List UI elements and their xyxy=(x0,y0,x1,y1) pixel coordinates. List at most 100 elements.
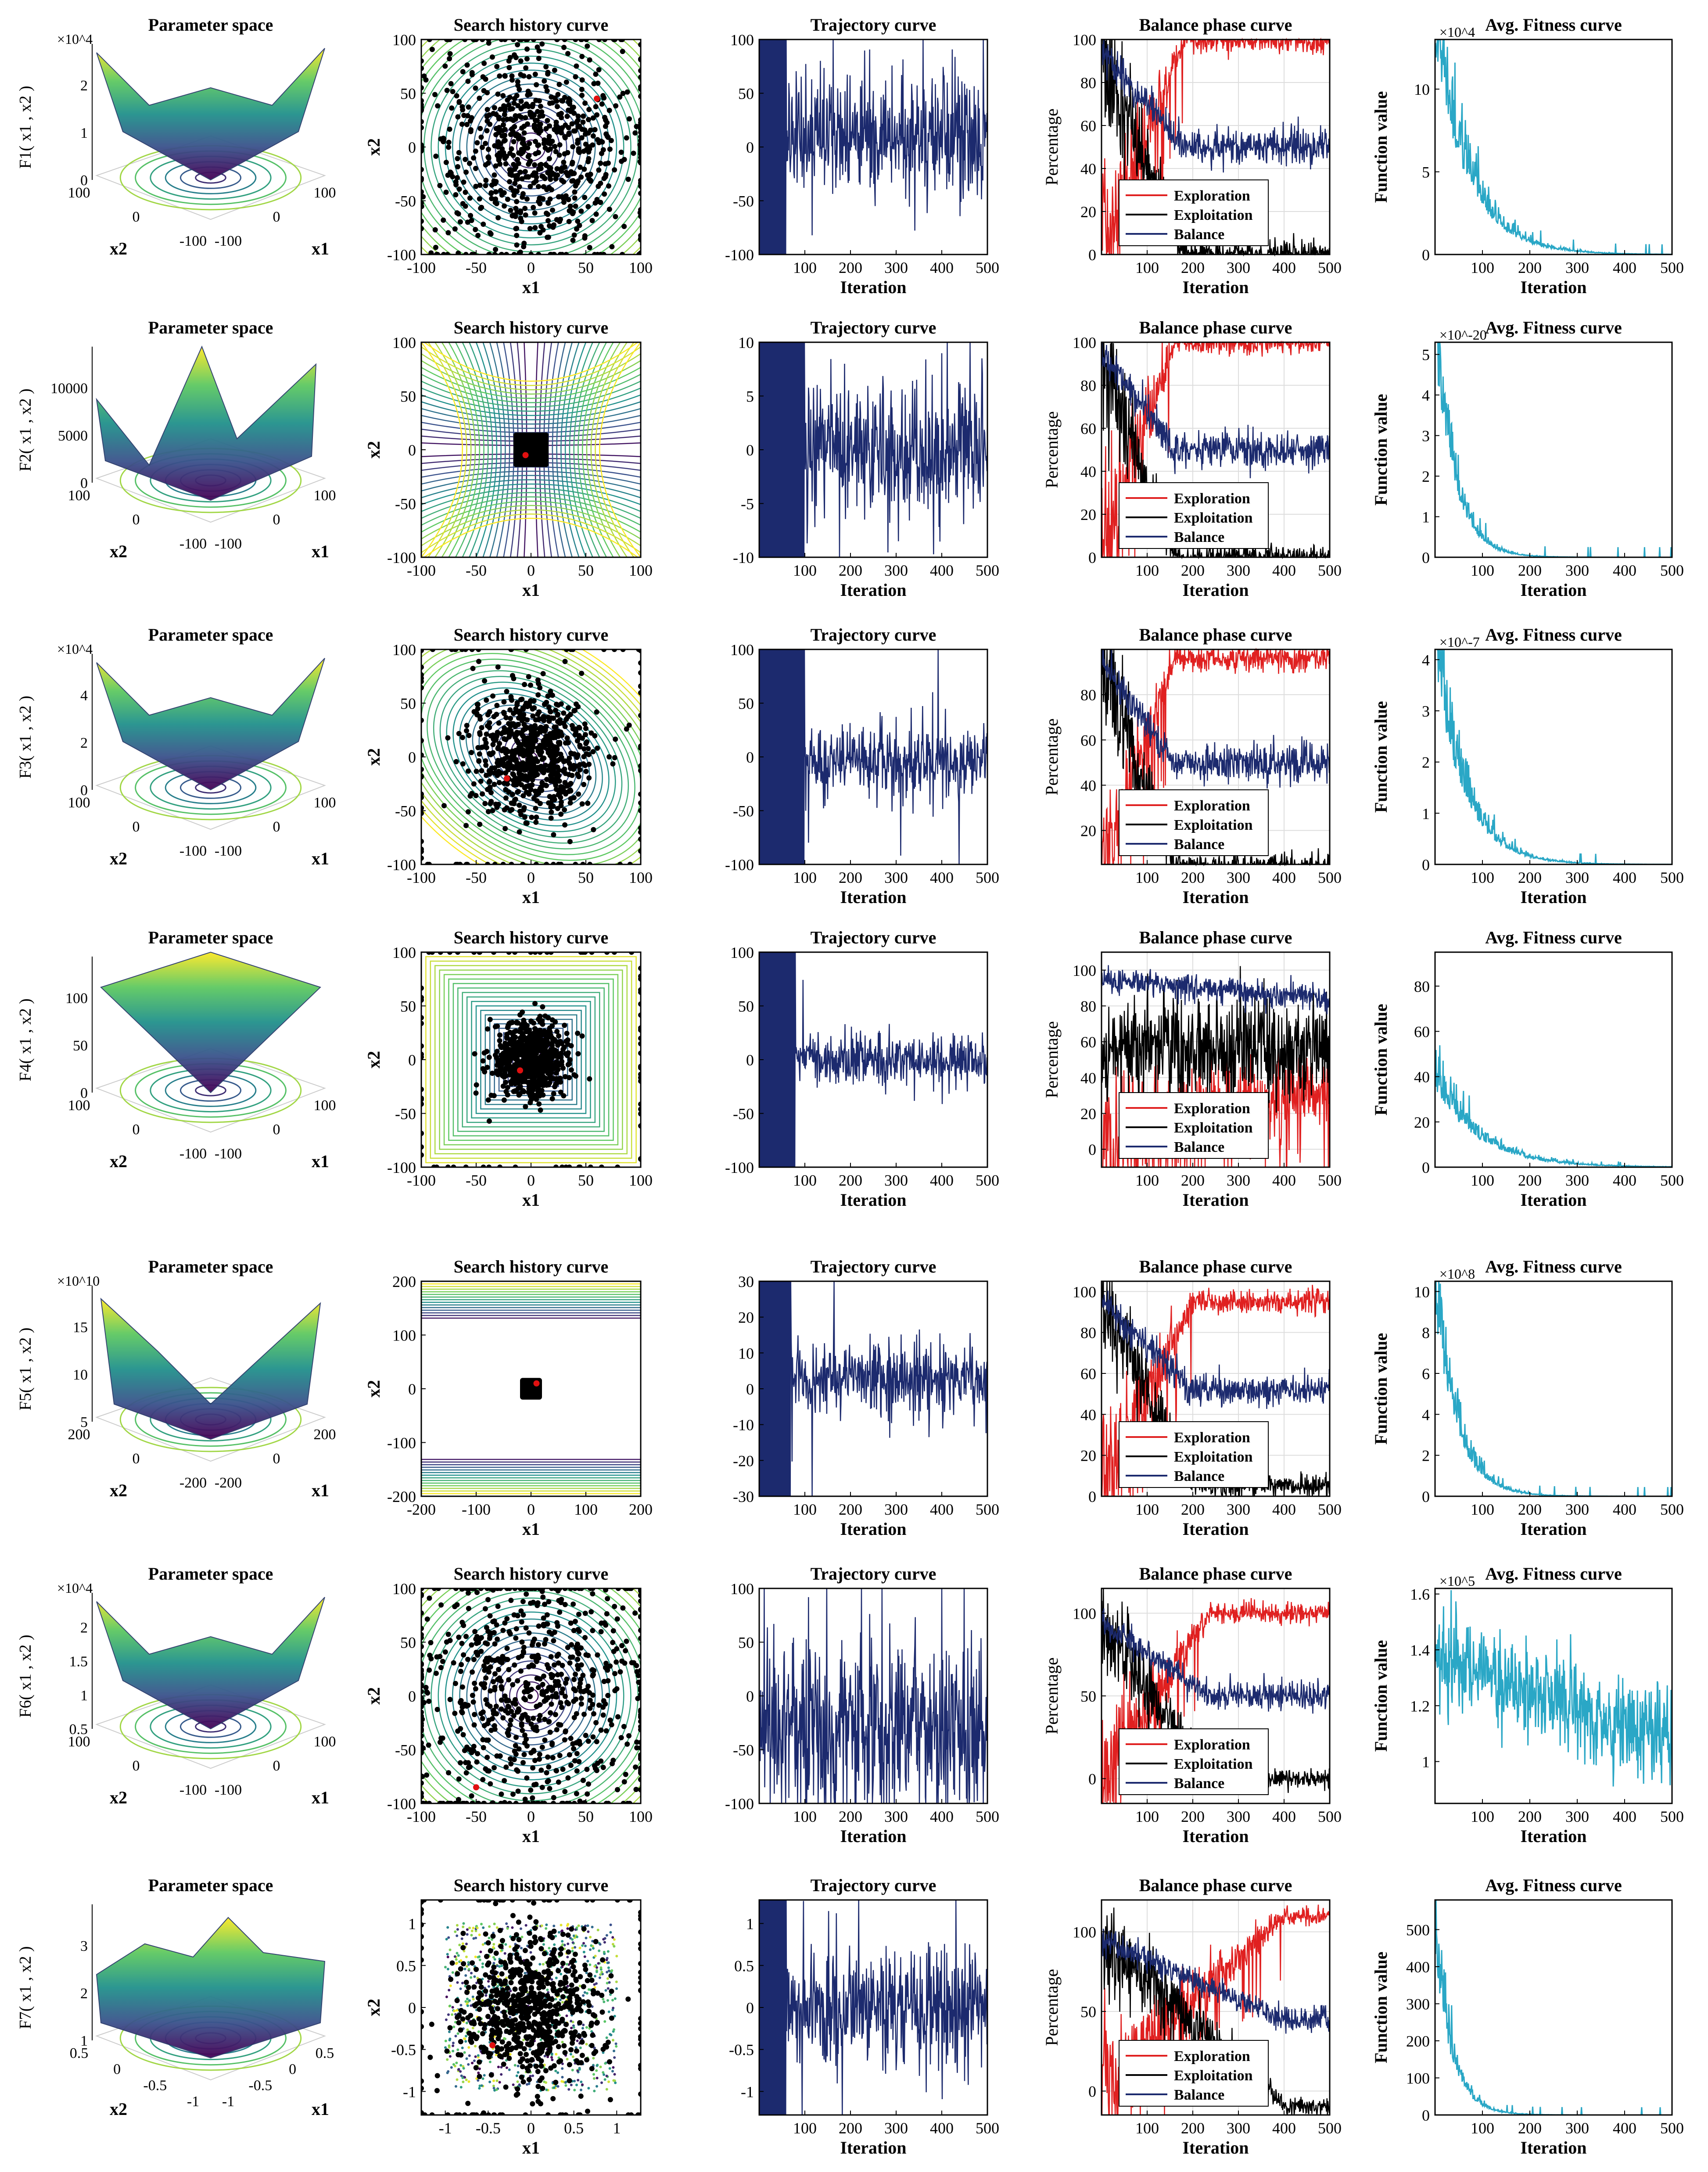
contour-noise xyxy=(612,2066,615,2069)
search-point xyxy=(461,112,467,118)
search-point xyxy=(473,183,479,189)
search-point xyxy=(574,119,579,125)
search-point xyxy=(508,208,513,213)
balance-series xyxy=(1101,342,1330,478)
search-point xyxy=(538,161,544,167)
contour-noise xyxy=(584,1944,587,1947)
search-point xyxy=(545,1053,551,1058)
search-point xyxy=(624,1638,629,1644)
x-tick-label: 0 xyxy=(527,1808,535,1825)
search-point xyxy=(559,115,564,121)
search-point xyxy=(426,1699,432,1704)
contour-noise xyxy=(554,1935,557,1938)
search-point xyxy=(590,115,596,121)
search-point xyxy=(556,1660,561,1666)
search-point xyxy=(531,204,536,210)
search-point xyxy=(492,1687,498,1693)
search-point xyxy=(545,234,550,240)
surface-mesh xyxy=(96,658,325,791)
search-point xyxy=(554,1620,560,1626)
contour-noise xyxy=(603,2073,606,2076)
search-point xyxy=(592,1763,597,1769)
search-point xyxy=(598,161,603,166)
x-axis-label: Iteration xyxy=(1182,1519,1249,1539)
search-point xyxy=(596,1702,602,1708)
balance-series xyxy=(1101,1608,1331,1714)
y-tick-label: -10 xyxy=(733,549,754,566)
y-axis-label: Percentage xyxy=(1042,108,1062,185)
x-tick-label: 100 xyxy=(1135,869,1159,886)
search-point xyxy=(503,737,509,742)
contour-noise xyxy=(572,2026,575,2029)
contour-noise xyxy=(456,2032,459,2035)
search-point xyxy=(506,1698,511,1703)
y-tick-label: 0 xyxy=(746,1051,754,1069)
search-point xyxy=(538,763,544,769)
floor-y-label: x2 xyxy=(110,849,127,868)
x-tick-label: 400 xyxy=(1272,562,1296,579)
search-point xyxy=(495,664,501,670)
search-point xyxy=(509,731,515,736)
search-point xyxy=(514,226,520,231)
x-tick-label: 500 xyxy=(1318,1172,1342,1189)
search-point xyxy=(545,1695,551,1701)
y-axis-label: Function value xyxy=(1371,701,1391,813)
search-point xyxy=(544,88,550,94)
search-point xyxy=(474,768,479,774)
x-tick-label: 100 xyxy=(1135,562,1159,579)
search-point xyxy=(587,57,592,63)
legend-label: Exploration xyxy=(1174,798,1250,814)
search-point xyxy=(497,73,502,79)
search-point xyxy=(528,1787,534,1793)
x-tick-label: -200 xyxy=(407,1501,436,1518)
contour-noise xyxy=(447,1936,450,1939)
search-point xyxy=(531,1093,537,1099)
contour-noise xyxy=(492,1943,495,1946)
z-tick-label: 4 xyxy=(80,688,88,704)
search-point xyxy=(474,140,480,146)
x-tick-label: 200 xyxy=(1518,869,1542,886)
search-point xyxy=(487,1017,493,1022)
search-point xyxy=(483,758,488,764)
floor-y-label: x2 xyxy=(110,1151,127,1171)
contour-noise xyxy=(528,2048,531,2051)
floor-y-tick: 100 xyxy=(68,795,90,811)
search-point xyxy=(542,1028,547,1034)
search-point xyxy=(530,102,536,108)
search-point xyxy=(499,761,504,767)
x-tick-label: 500 xyxy=(1318,869,1342,886)
search-point xyxy=(586,117,592,122)
contour-noise xyxy=(561,2067,564,2070)
search-point xyxy=(509,1709,514,1714)
search-point xyxy=(619,1658,625,1664)
search-point xyxy=(517,1012,523,1018)
search-point xyxy=(601,95,607,101)
search-point xyxy=(539,1785,545,1790)
search-point xyxy=(576,1612,581,1617)
search-point xyxy=(590,749,596,755)
contour-noise xyxy=(472,1926,475,1929)
search-point xyxy=(523,1681,529,1687)
search-point xyxy=(525,1717,531,1723)
search-point xyxy=(577,222,582,228)
search-point xyxy=(443,190,449,195)
contour-line xyxy=(466,996,596,1123)
y-axis-label: Function value xyxy=(1371,394,1391,505)
search-point xyxy=(540,174,546,179)
x-tick-label: 400 xyxy=(930,259,954,276)
x-tick-label: 500 xyxy=(1660,259,1684,276)
search-point xyxy=(580,735,585,741)
search-point xyxy=(547,731,553,737)
y-tick-label: 3 xyxy=(1422,702,1430,720)
search-point xyxy=(562,135,568,140)
contour-noise xyxy=(596,1966,599,1969)
contour-noise xyxy=(548,1946,551,1950)
search-point xyxy=(578,174,584,180)
search-point xyxy=(530,1051,535,1057)
search-point xyxy=(423,1685,429,1690)
search-point xyxy=(526,1630,532,1636)
contour-line xyxy=(421,39,641,254)
